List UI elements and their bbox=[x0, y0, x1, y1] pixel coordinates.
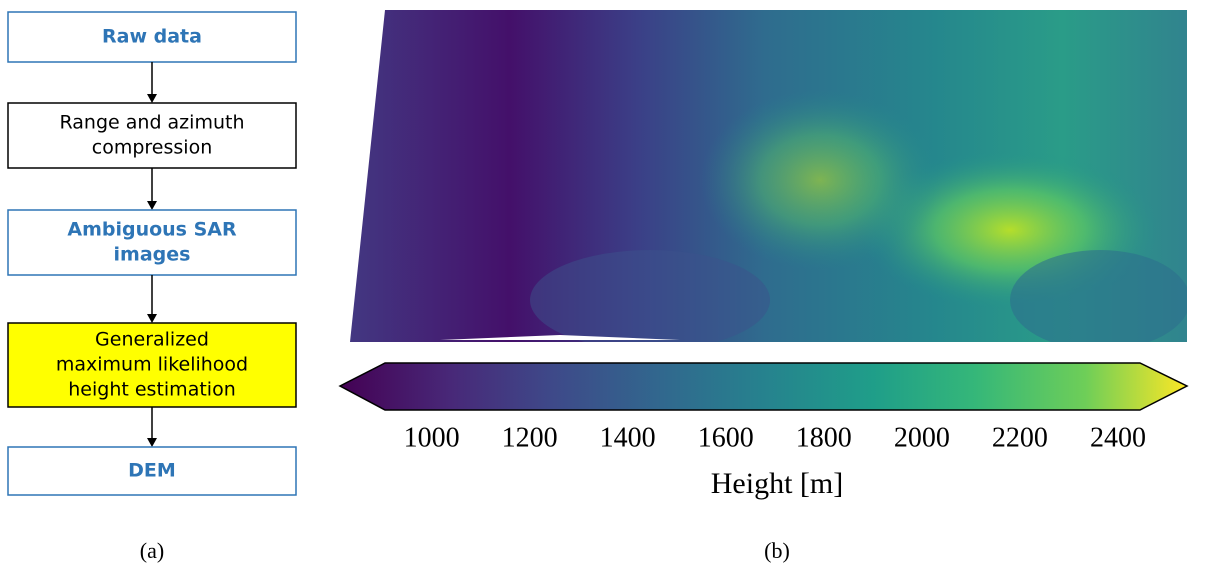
arrow-head bbox=[147, 438, 157, 447]
caption: (b) bbox=[764, 538, 790, 563]
tick-label: 1800 bbox=[796, 422, 852, 453]
flow-label: Ambiguous SAR bbox=[67, 219, 237, 241]
arrow-head bbox=[147, 201, 157, 210]
flow-label: compression bbox=[92, 137, 212, 159]
flow-label: Generalized bbox=[95, 329, 209, 351]
caption: (a) bbox=[140, 538, 164, 563]
flow-box bbox=[7, 209, 297, 276]
flow-box bbox=[7, 446, 297, 496]
flow-label: images bbox=[114, 244, 191, 266]
arrow-head bbox=[147, 94, 157, 103]
flow-label: Raw data bbox=[102, 26, 202, 48]
tick-label: 2200 bbox=[992, 422, 1048, 453]
flow-label: Range and azimuth bbox=[60, 112, 245, 134]
tick-label: 1400 bbox=[600, 422, 656, 453]
tick-label: 2400 bbox=[1090, 422, 1146, 453]
flow-label: maximum likelihood bbox=[56, 354, 248, 376]
colorbar bbox=[338, 362, 1189, 411]
flow-box bbox=[7, 322, 297, 408]
tick-label: 1200 bbox=[502, 422, 558, 453]
flow-label: height estimation bbox=[68, 379, 235, 401]
arrow-head bbox=[147, 314, 157, 323]
flow-label: DEM bbox=[128, 460, 176, 482]
dem-image bbox=[350, 10, 1187, 342]
tick-label: 1000 bbox=[404, 422, 460, 453]
colorbar-label: Height [m] bbox=[711, 467, 843, 500]
tick-label: 1600 bbox=[698, 422, 754, 453]
tick-label: 2000 bbox=[894, 422, 950, 453]
flow-box bbox=[7, 102, 297, 169]
flow-box bbox=[7, 11, 297, 63]
